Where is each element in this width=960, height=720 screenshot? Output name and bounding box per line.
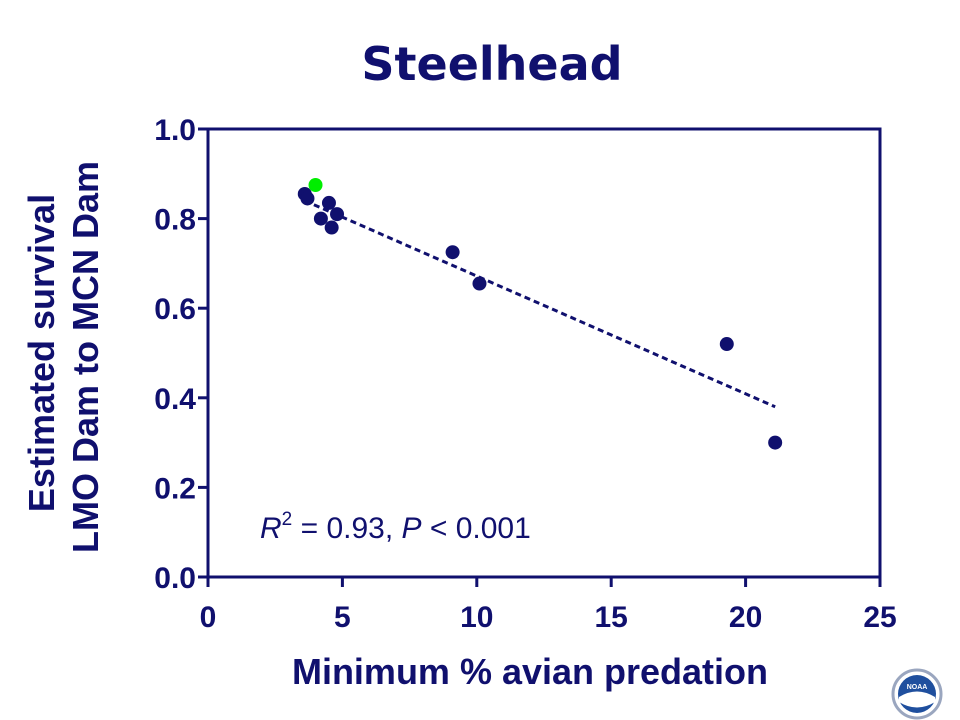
y-axis: 0.0 0.2 0.4 0.6 0.8 1.0: [154, 114, 208, 595]
x-axis: 0 5 10 15 20 25: [200, 577, 897, 634]
logo-wave: [899, 691, 935, 708]
plot-border: [206, 127, 882, 579]
chart-title: Steelhead: [361, 37, 622, 91]
regression-trendline: [304, 199, 776, 409]
noaa-logo-icon: NOAA: [891, 668, 943, 720]
y-tick-label: 0.6: [154, 293, 196, 326]
y-tick-label: 0.2: [154, 472, 196, 505]
data-point: [313, 211, 328, 226]
x-tick-label: 25: [863, 601, 896, 634]
data-point: [768, 435, 783, 450]
p-value: < 0.001: [422, 512, 531, 545]
y-axis-label-line-1: Estimated survival: [21, 194, 62, 512]
x-tick-label: 15: [595, 601, 628, 634]
p-letter: P: [402, 512, 422, 545]
regression-annotation: R2 = 0.93, P < 0.001: [260, 509, 531, 545]
data-points: [297, 178, 783, 450]
data-point: [472, 276, 487, 291]
logo-text: NOAA: [907, 684, 928, 691]
y-tick-label: 0.4: [154, 383, 196, 416]
data-point: [321, 195, 336, 210]
data-point: [330, 207, 345, 222]
x-tick-label: 20: [729, 601, 762, 634]
y-tick-label: 0.8: [154, 204, 196, 237]
x-tick-label: 0: [200, 601, 217, 634]
r-value: = 0.93,: [292, 512, 401, 545]
y-tick-label: 1.0: [154, 114, 196, 147]
x-tick-label: 10: [460, 601, 493, 634]
data-point: [324, 220, 339, 235]
highlighted-data-point: [308, 178, 323, 192]
data-point: [445, 245, 460, 260]
r-exponent: 2: [282, 509, 293, 530]
plot-frame: [206, 127, 882, 579]
x-axis-label: Minimum % avian predation: [292, 651, 768, 692]
data-point: [300, 191, 315, 206]
y-tick-label: 0.0: [154, 562, 196, 595]
r-letter: R: [260, 512, 282, 545]
x-tick-label: 5: [334, 601, 351, 634]
y-axis-label-line-2: LMO Dam to MCN Dam: [65, 161, 106, 553]
data-point: [719, 337, 734, 352]
